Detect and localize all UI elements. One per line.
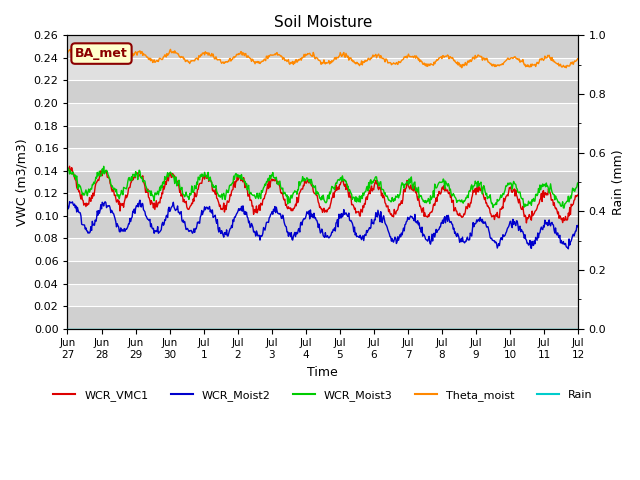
Bar: [67, 193, 579, 216]
Bar: [67, 306, 579, 329]
X-axis label: Time: Time: [307, 366, 339, 379]
Bar: [67, 36, 579, 58]
Bar: [67, 171, 579, 193]
Y-axis label: VWC (m3/m3): VWC (m3/m3): [15, 138, 28, 226]
Legend: WCR_VMC1, WCR_Moist2, WCR_Moist3, Theta_moist, Rain: WCR_VMC1, WCR_Moist2, WCR_Moist3, Theta_…: [49, 385, 597, 405]
Bar: [67, 284, 579, 306]
Bar: [67, 81, 579, 103]
Y-axis label: Rain (mm): Rain (mm): [612, 149, 625, 215]
Bar: [67, 261, 579, 284]
Bar: [67, 103, 579, 126]
Title: Soil Moisture: Soil Moisture: [274, 15, 372, 30]
Bar: [67, 239, 579, 261]
Bar: [67, 58, 579, 81]
Bar: [67, 126, 579, 148]
Text: BA_met: BA_met: [75, 47, 128, 60]
Bar: [67, 148, 579, 171]
Bar: [67, 216, 579, 239]
